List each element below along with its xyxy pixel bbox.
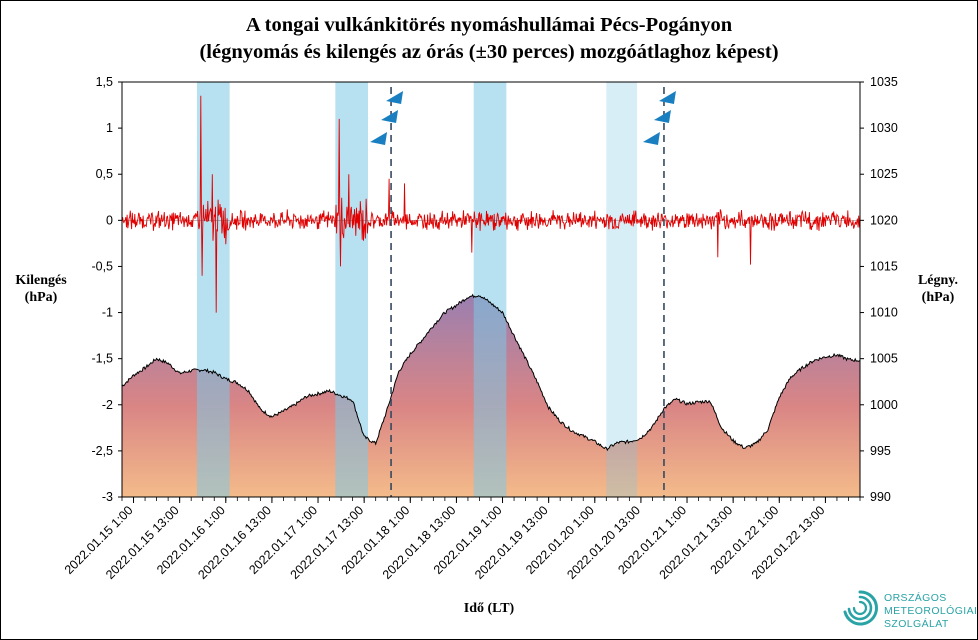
right-tick-label: 1010 xyxy=(870,306,898,320)
cold-front-triangle-icon xyxy=(658,91,676,104)
logo-text-line-3: SZOLGÁLAT xyxy=(884,618,949,630)
cold-front-triangle-icon xyxy=(386,91,404,104)
chart-title-line-1: A tongai vulkánkitörés nyomáshullámai Pé… xyxy=(245,14,733,36)
right-axis-label: Légny. (hPa) xyxy=(908,272,968,306)
oscillation-line xyxy=(121,95,861,313)
left-tick-label: -2 xyxy=(102,398,113,412)
left-axis-label: Kilengés (hPa) xyxy=(10,272,72,306)
left-tick-label: -1,5 xyxy=(91,352,113,366)
left-tick-label: -2,5 xyxy=(91,444,113,458)
x-axis-label: Idő (LT) xyxy=(463,601,515,616)
shaded-band-2 xyxy=(335,82,368,497)
left-tick-label: -0,5 xyxy=(91,259,113,273)
left-axis-label-line-2: (hPa) xyxy=(24,290,58,305)
logo-text-line-2: METEOROLÓGIAI xyxy=(884,605,978,617)
right-tick-label: 1015 xyxy=(870,259,898,273)
left-tick-label: -3 xyxy=(102,490,113,504)
left-tick-label: 0 xyxy=(106,213,113,227)
right-tick-label: 1030 xyxy=(870,121,898,135)
right-tick-label: 1020 xyxy=(870,213,898,227)
right-tick-label: 990 xyxy=(870,490,891,504)
left-tick-label: 1 xyxy=(106,121,113,135)
shaded-band-3 xyxy=(473,82,507,497)
cold-front-triangle-icon xyxy=(370,132,388,145)
right-tick-label: 1025 xyxy=(870,167,898,181)
shaded-band-1 xyxy=(196,82,230,497)
right-tick-label: 995 xyxy=(870,444,891,458)
left-tick-label: 1,5 xyxy=(96,75,113,89)
left-axis-label-line-1: Kilengés xyxy=(15,273,67,288)
omsz-logo-swirl-icon xyxy=(843,590,878,626)
omsz-logo: ORSZÁGOS METEOROLÓGIAI SZOLGÁLAT xyxy=(838,586,977,632)
shaded-band-4 xyxy=(606,82,638,497)
left-tick-label: -1 xyxy=(102,306,113,320)
pressure-line xyxy=(121,293,861,452)
cold-front-triangle-icon xyxy=(653,110,671,123)
left-tick-label: 0,5 xyxy=(96,167,113,181)
cold-front-triangle-icon xyxy=(381,110,399,123)
right-axis-label-line-1: Légny. xyxy=(917,273,959,288)
right-tick-label: 1000 xyxy=(870,398,898,412)
chart-title-line-2: (légnyomás és kilengés az órás (±30 perc… xyxy=(199,41,779,63)
right-tick-label: 1005 xyxy=(870,352,898,366)
right-axis-label-line-2: (hPa) xyxy=(921,290,955,305)
cold-front-triangle-icon xyxy=(642,132,660,145)
logo-text-line-1: ORSZÁGOS xyxy=(884,592,947,604)
right-tick-label: 1035 xyxy=(870,75,898,89)
